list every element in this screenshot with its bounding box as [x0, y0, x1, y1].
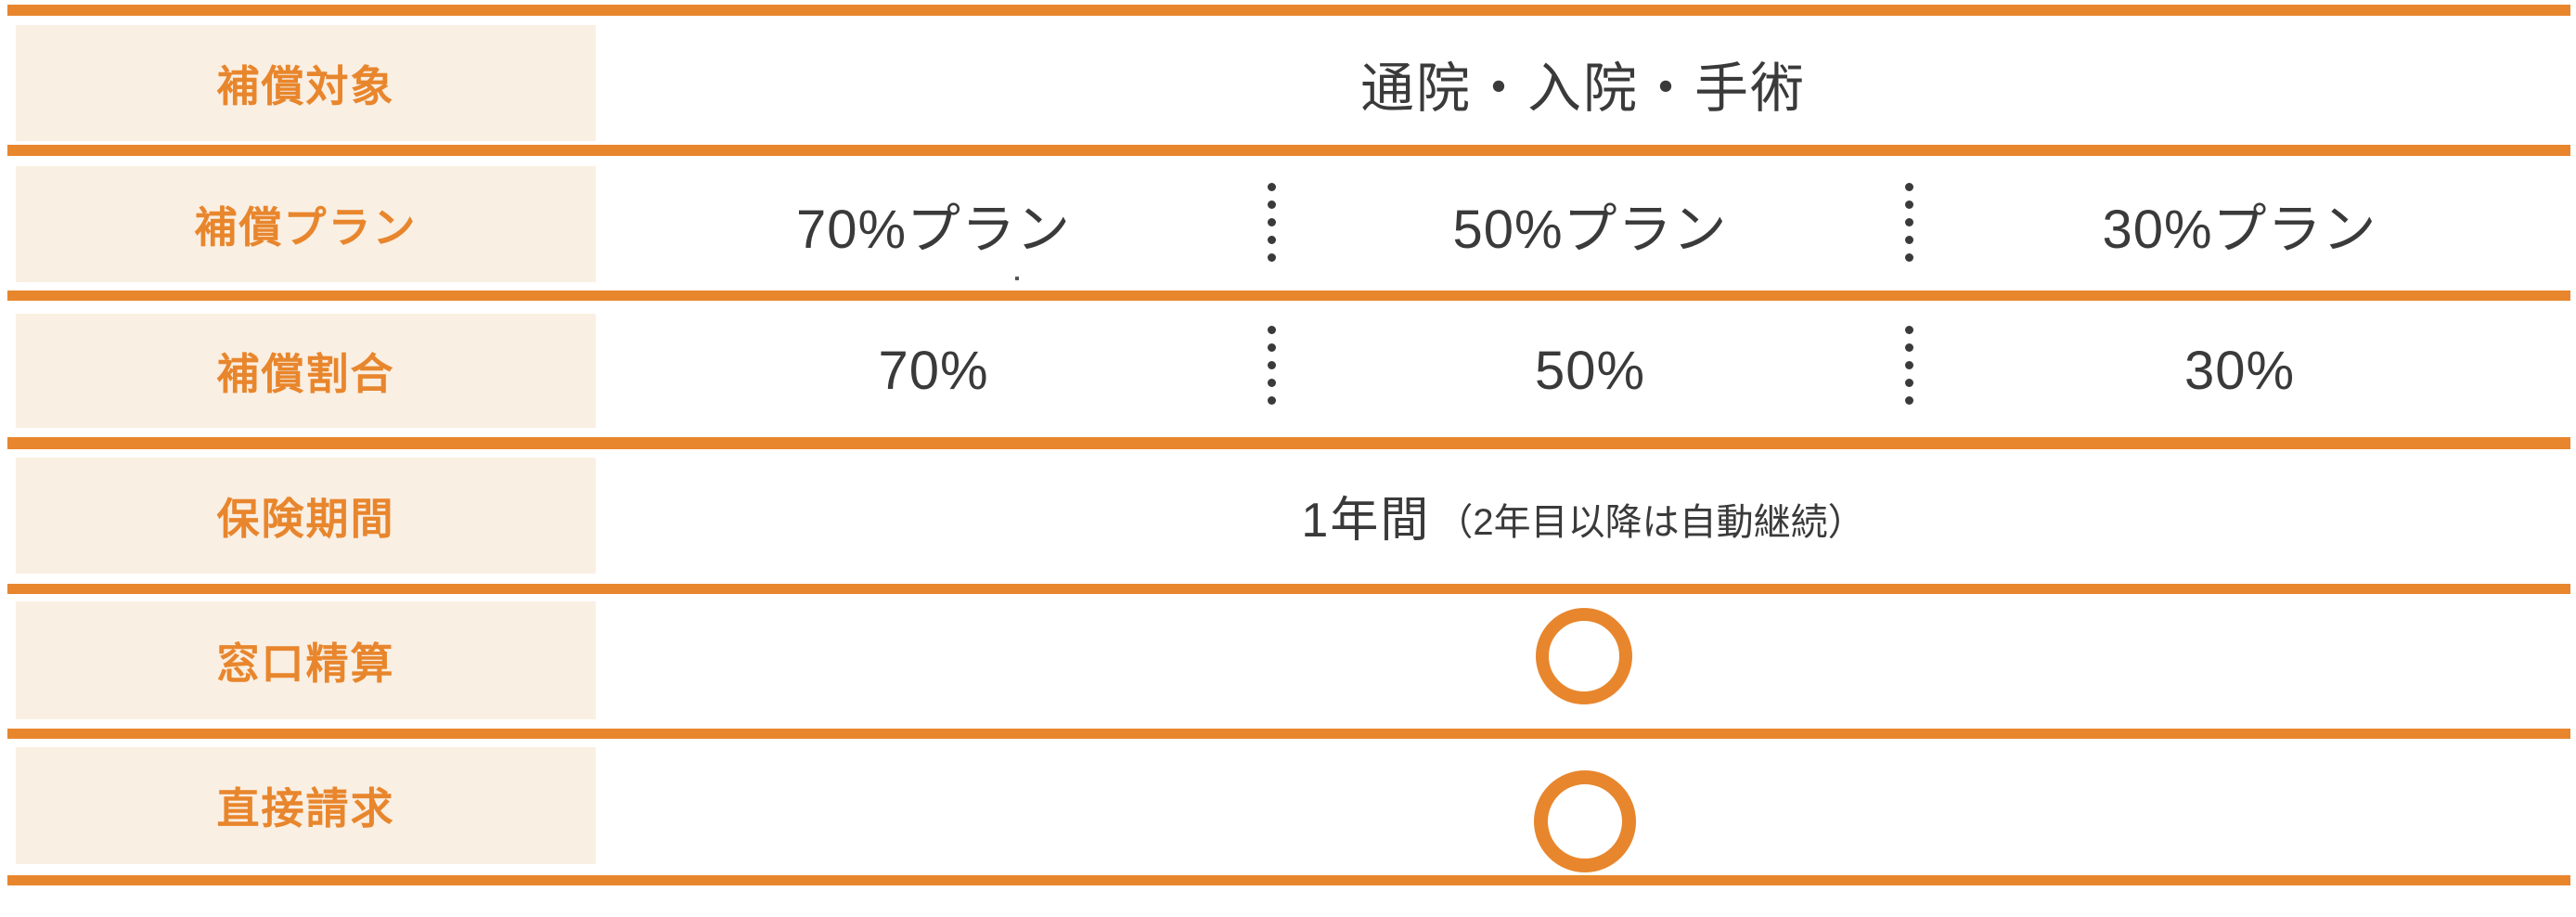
circle-mark-icon: [1534, 770, 1636, 872]
dotted-column-divider: [1904, 183, 1913, 262]
row-divider: [7, 5, 2570, 16]
row-divider: [7, 291, 2570, 301]
dotted-column-divider: [1904, 326, 1913, 405]
row-divider: [7, 437, 2570, 449]
plan-30-label: 30%プラン: [2102, 199, 2377, 260]
stray-pixel-artifact: [1015, 277, 1019, 280]
coverage-target-value: 通院・入院・手術: [1359, 58, 1806, 119]
dotted-column-divider: [1267, 183, 1276, 262]
row-divider: [7, 145, 2570, 156]
row-header-direct-claim: 直接請求: [16, 747, 596, 864]
dotted-column-divider: [1267, 326, 1276, 405]
ratio-50-value: 50%: [1534, 341, 1646, 401]
row-header-counter-settlement: 窓口精算: [16, 601, 596, 719]
ratio-70-value: 70%: [878, 341, 989, 401]
row-header-coverage-ratio: 補償割合: [16, 314, 596, 428]
insurance-period-note: （2年目以降は自動継続）: [1436, 501, 1865, 543]
row-header-coverage-plan: 補償プラン: [16, 166, 596, 282]
plan-70-label: 70%プラン: [795, 199, 1072, 260]
insurance-period-value: 1年間 （2年目以降は自動継続）: [596, 458, 2570, 574]
row-header-insurance-period: 保険期間: [16, 458, 596, 574]
insurance-period-main: 1年間: [1301, 494, 1431, 548]
row-divider: [7, 729, 2570, 739]
row-divider: [7, 875, 2570, 885]
circle-mark-icon: [1536, 608, 1632, 704]
row-header-coverage-target: 補償対象: [16, 25, 596, 141]
plan-50-label: 50%プラン: [1452, 199, 1728, 260]
row-divider: [7, 584, 2570, 594]
ratio-30-value: 30%: [2183, 341, 2296, 401]
